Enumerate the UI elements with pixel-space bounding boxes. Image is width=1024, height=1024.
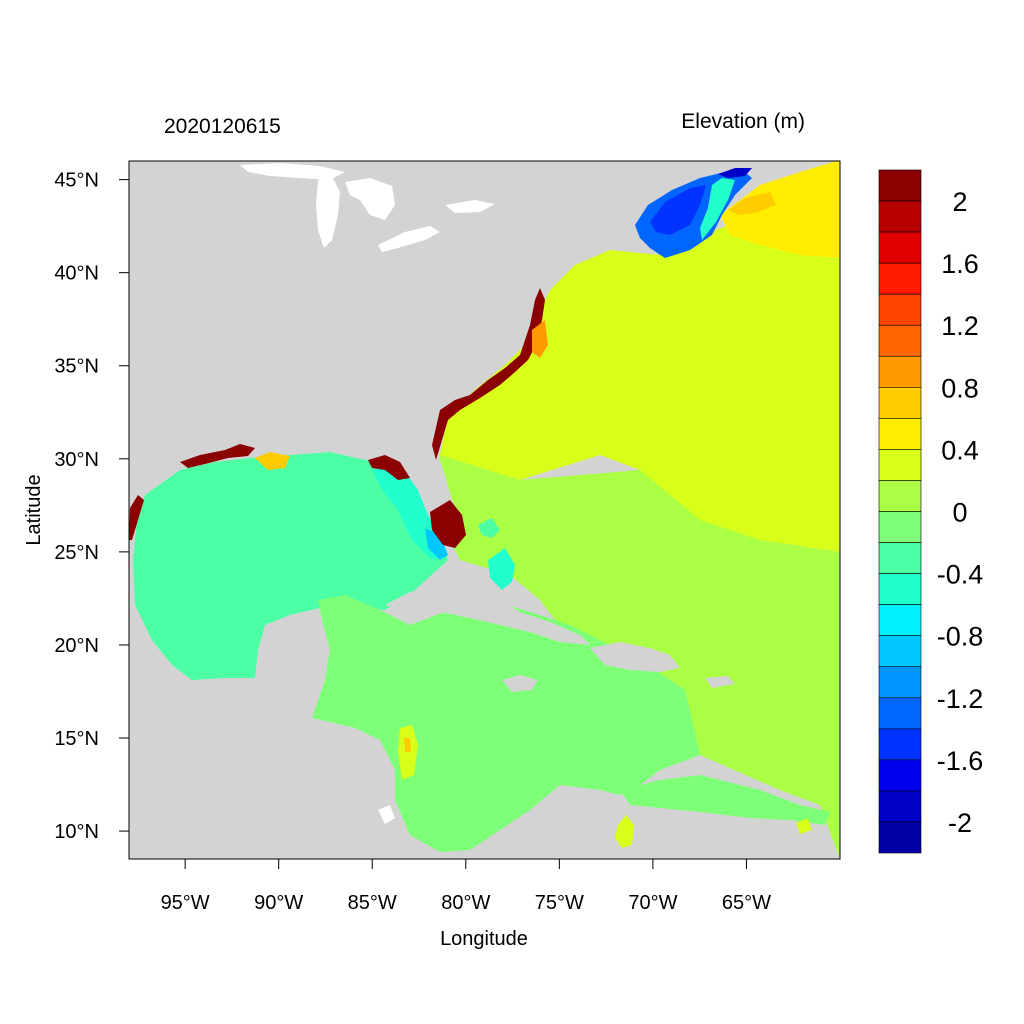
gulf-of-maine-deep	[650, 185, 706, 235]
colorbar-swatch	[878, 728, 922, 761]
colorbar-swatch	[878, 324, 922, 357]
colorbar-swatch	[878, 169, 922, 202]
lake-superior	[240, 163, 345, 180]
lon-tick-label: 95°W	[161, 892, 210, 914]
bahamas-bank	[488, 548, 515, 590]
lat-tick-label: 30°N	[54, 449, 99, 471]
colorbar-swatch	[878, 231, 922, 264]
latitude-axis: 45°N 40°N 35°N 30°N 25°N 20°N 15°N 10°N	[54, 170, 129, 843]
colorbar-swatch	[878, 604, 922, 636]
lon-tick-label: 90°W	[254, 892, 303, 914]
colorbar-swatch	[878, 200, 922, 233]
colorbar-label: -2	[948, 808, 972, 838]
guyana-patch	[796, 818, 812, 834]
lake-maracaibo	[615, 815, 634, 848]
atlantic-north-region	[440, 161, 840, 552]
lon-tick-label: 70°W	[628, 892, 677, 914]
colorbar-swatch	[878, 790, 922, 823]
puerto-rico	[705, 676, 735, 688]
lake-michigan	[316, 176, 340, 248]
lat-tick-label: 45°N	[54, 170, 99, 192]
colorbar-swatch	[878, 511, 922, 543]
colorbar-swatch	[878, 573, 922, 605]
louisiana-surge-edge	[180, 444, 255, 468]
colorbar-swatch	[878, 635, 922, 668]
colorbar-swatch	[878, 821, 922, 854]
plot-frame	[128, 160, 841, 860]
cuba	[385, 588, 590, 645]
florida-keys-low	[425, 528, 448, 560]
honduras-patch	[398, 725, 418, 780]
texas-surge	[129, 495, 144, 540]
datetime-label: 2020120615	[164, 115, 281, 138]
great-bahama-bank	[478, 518, 500, 538]
colorbar-label: -1.2	[937, 684, 984, 714]
bay-of-fundy	[718, 168, 752, 178]
colorbar-swatch	[878, 542, 922, 574]
honduras-patch-high	[404, 738, 411, 752]
colorbar-swatch	[878, 759, 922, 792]
colorbar-label: 1.2	[941, 311, 979, 341]
lon-tick-label: 80°W	[441, 892, 490, 914]
colorbar-label: 1.6	[941, 249, 979, 279]
lat-tick-label: 25°N	[54, 542, 99, 564]
lake-ontario	[445, 200, 495, 213]
colorbar-label: -1.6	[937, 746, 984, 776]
variable-label: Elevation (m)	[681, 110, 805, 133]
colorbar-swatch	[878, 418, 922, 450]
lake-erie	[378, 226, 440, 252]
lon-tick-label: 65°W	[722, 892, 771, 914]
lon-tick-label: 85°W	[348, 892, 397, 914]
colorbar-swatch	[878, 387, 922, 419]
scotian-shelf-region	[720, 161, 840, 258]
big-bend-surge	[368, 455, 410, 480]
colorbar-swatch	[878, 355, 922, 388]
x-axis-title: Longitude	[440, 928, 528, 950]
y-axis-title: Latitude	[23, 474, 45, 545]
lat-tick-label: 20°N	[54, 635, 99, 657]
longitude-axis: 95°W 90°W 85°W 80°W 75°W 70°W 65°W	[161, 859, 771, 914]
colorbar-label: 2	[952, 187, 967, 217]
lat-tick-label: 35°N	[54, 356, 99, 378]
jamaica	[502, 675, 538, 692]
colorbar-swatch	[878, 262, 922, 295]
hispaniola	[590, 642, 680, 672]
lat-tick-label: 10°N	[54, 821, 99, 843]
lake-nicaragua	[378, 805, 395, 824]
lat-tick-label: 15°N	[54, 728, 99, 750]
lat-tick-label: 40°N	[54, 263, 99, 285]
colorbar-label: 0.4	[941, 435, 979, 465]
colorbar-swatch	[878, 666, 922, 699]
colorbar-swatch	[878, 449, 922, 481]
colorbar-swatch	[878, 293, 922, 326]
colorbar-label: 0.8	[941, 373, 979, 403]
scotian-patch	[728, 192, 776, 215]
colorbar-swatch	[878, 697, 922, 730]
lon-tick-label: 75°W	[535, 892, 584, 914]
lake-huron	[345, 178, 395, 220]
colorbar-labels: 2 1.6 1.2 0.8 0.4 0 -0.4 -0.8 -1.2 -1.6 -2	[937, 187, 984, 838]
colorbar-label: 0	[952, 498, 967, 528]
south-florida-surge	[430, 500, 466, 548]
colorbar-label: -0.4	[937, 560, 984, 590]
gulf-of-maine-edge	[700, 178, 735, 240]
venezuela-shelf	[620, 775, 830, 825]
louisiana-surge	[255, 452, 290, 470]
gulf-of-mexico-region	[133, 452, 448, 680]
map-area	[129, 161, 840, 859]
colorbar-label: -0.8	[937, 622, 984, 652]
pamlico-surge	[532, 320, 548, 358]
colorbar-swatch	[878, 480, 922, 512]
colorbar	[878, 169, 922, 854]
